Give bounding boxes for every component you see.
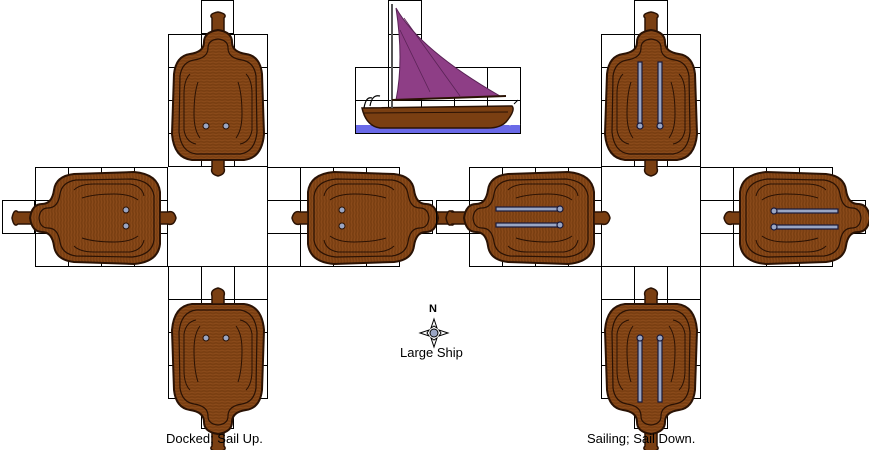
sailing-group bbox=[436, 0, 869, 450]
sailboat-side-view bbox=[355, 0, 521, 134]
water bbox=[356, 125, 520, 133]
compass-rose-icon bbox=[418, 317, 450, 349]
sailing-east-ship bbox=[723, 171, 869, 265]
sailing-north-ship bbox=[604, 11, 698, 177]
sailing-south-ship bbox=[604, 287, 698, 450]
docked-east-ship bbox=[291, 171, 457, 265]
compass-north-label: N bbox=[429, 303, 437, 315]
sailing-caption: Sailing; Sail Down. bbox=[587, 431, 696, 446]
sprite-title: Large Ship bbox=[400, 345, 463, 360]
sailing-west-ship bbox=[445, 171, 611, 265]
mast-fittings-icon bbox=[202, 122, 230, 130]
furled-sail-icon bbox=[636, 61, 664, 130]
docked-west-ship bbox=[11, 171, 177, 265]
docked-caption: Docked; Sail Up. bbox=[166, 431, 263, 446]
docked-south-ship bbox=[171, 287, 265, 450]
sailboat-hull bbox=[361, 105, 514, 129]
docked-group bbox=[2, 0, 457, 450]
docked-north-ship bbox=[171, 11, 265, 177]
